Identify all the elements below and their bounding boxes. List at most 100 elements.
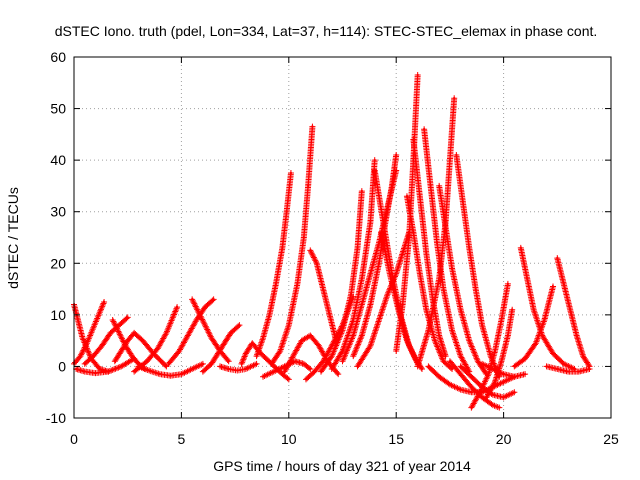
- series-arc-03: [73, 355, 138, 377]
- data-point: [470, 385, 473, 389]
- series-arc-11: [199, 322, 243, 375]
- data-point: [562, 282, 565, 286]
- series-arc-16: [268, 123, 316, 367]
- data-point: [352, 334, 355, 337]
- data-point: [74, 367, 78, 371]
- series-arc-30: [421, 126, 473, 375]
- data-point: [373, 158, 376, 162]
- data-point: [491, 367, 495, 371]
- data-point: [341, 349, 344, 353]
- data-point: [251, 342, 254, 345]
- data-point: [487, 372, 490, 376]
- data-point: [450, 267, 454, 270]
- data-point: [523, 357, 527, 360]
- data-point: [566, 370, 570, 373]
- data-point: [203, 323, 207, 327]
- y-axis-label: dSTEC / TECUs: [5, 187, 21, 289]
- data-point: [261, 336, 265, 340]
- data-point: [352, 354, 355, 358]
- data-point: [435, 241, 439, 244]
- x-tick-label: 20: [496, 431, 512, 447]
- data-point: [79, 354, 82, 358]
- data-point: [197, 311, 200, 314]
- data-points: [71, 72, 593, 411]
- data-point: [416, 73, 419, 77]
- data-point: [321, 360, 325, 363]
- data-point: [502, 372, 505, 376]
- data-point: [300, 339, 303, 342]
- data-point: [577, 370, 580, 373]
- data-point: [437, 375, 441, 378]
- data-point: [418, 272, 422, 275]
- data-point: [165, 365, 168, 368]
- data-point: [506, 334, 510, 337]
- data-point: [356, 246, 359, 250]
- data-point: [513, 391, 516, 394]
- data-point: [401, 303, 404, 306]
- data-point: [287, 323, 290, 327]
- data-point: [470, 375, 473, 378]
- series-arc-44: [543, 363, 593, 375]
- data-point: [201, 370, 205, 373]
- data-point: [442, 360, 445, 363]
- data-point: [281, 372, 284, 376]
- data-point: [311, 125, 314, 128]
- data-point: [317, 344, 321, 347]
- series-arc-14: [253, 170, 294, 360]
- data-point: [485, 396, 488, 399]
- data-point: [513, 375, 516, 378]
- data-point: [395, 153, 398, 157]
- x-tick-label: 5: [178, 431, 186, 447]
- data-point: [551, 352, 555, 355]
- series-arc-33: [453, 151, 503, 380]
- data-point: [513, 365, 516, 368]
- data-point: [236, 369, 239, 372]
- y-tick-label: 30: [50, 204, 66, 220]
- data-point: [289, 171, 293, 175]
- data-point: [373, 169, 376, 172]
- data-point: [562, 362, 565, 366]
- data-point: [468, 246, 471, 250]
- data-point: [450, 367, 454, 371]
- data-point: [330, 344, 333, 347]
- data-point: [493, 349, 497, 353]
- data-point: [111, 318, 114, 322]
- data-point: [229, 331, 233, 335]
- data-point: [405, 195, 409, 198]
- data-point: [167, 362, 170, 366]
- data-point: [379, 231, 383, 234]
- data-point: [588, 367, 591, 371]
- data-point: [186, 334, 190, 337]
- data-point: [360, 334, 364, 337]
- data-point: [238, 323, 241, 327]
- data-point: [270, 362, 273, 366]
- data-point: [126, 339, 129, 342]
- data-point: [83, 362, 86, 366]
- x-tick-label: 25: [603, 431, 619, 447]
- data-point: [480, 323, 484, 327]
- data-point: [227, 367, 230, 371]
- data-point: [291, 354, 295, 358]
- data-point: [309, 334, 312, 337]
- data-point: [156, 347, 159, 350]
- data-point: [452, 97, 456, 100]
- series-arc-21: [328, 157, 378, 373]
- data-point: [321, 287, 325, 291]
- data-point: [476, 360, 480, 363]
- data-point: [302, 362, 306, 366]
- series-arc-43: [554, 255, 593, 370]
- series-arc-09: [165, 296, 217, 367]
- x-tick-label: 10: [281, 431, 297, 447]
- data-point: [190, 298, 194, 301]
- chart-title: dSTEC Iono. truth (pdel, Lon=334, Lat=37…: [55, 23, 598, 39]
- data-point: [203, 305, 207, 309]
- data-point: [369, 344, 372, 347]
- data-point: [377, 241, 381, 244]
- data-point: [498, 406, 501, 409]
- data-point: [459, 308, 462, 311]
- data-point: [480, 362, 484, 366]
- data-point: [390, 184, 394, 188]
- data-point: [223, 342, 226, 345]
- data-point: [369, 272, 372, 275]
